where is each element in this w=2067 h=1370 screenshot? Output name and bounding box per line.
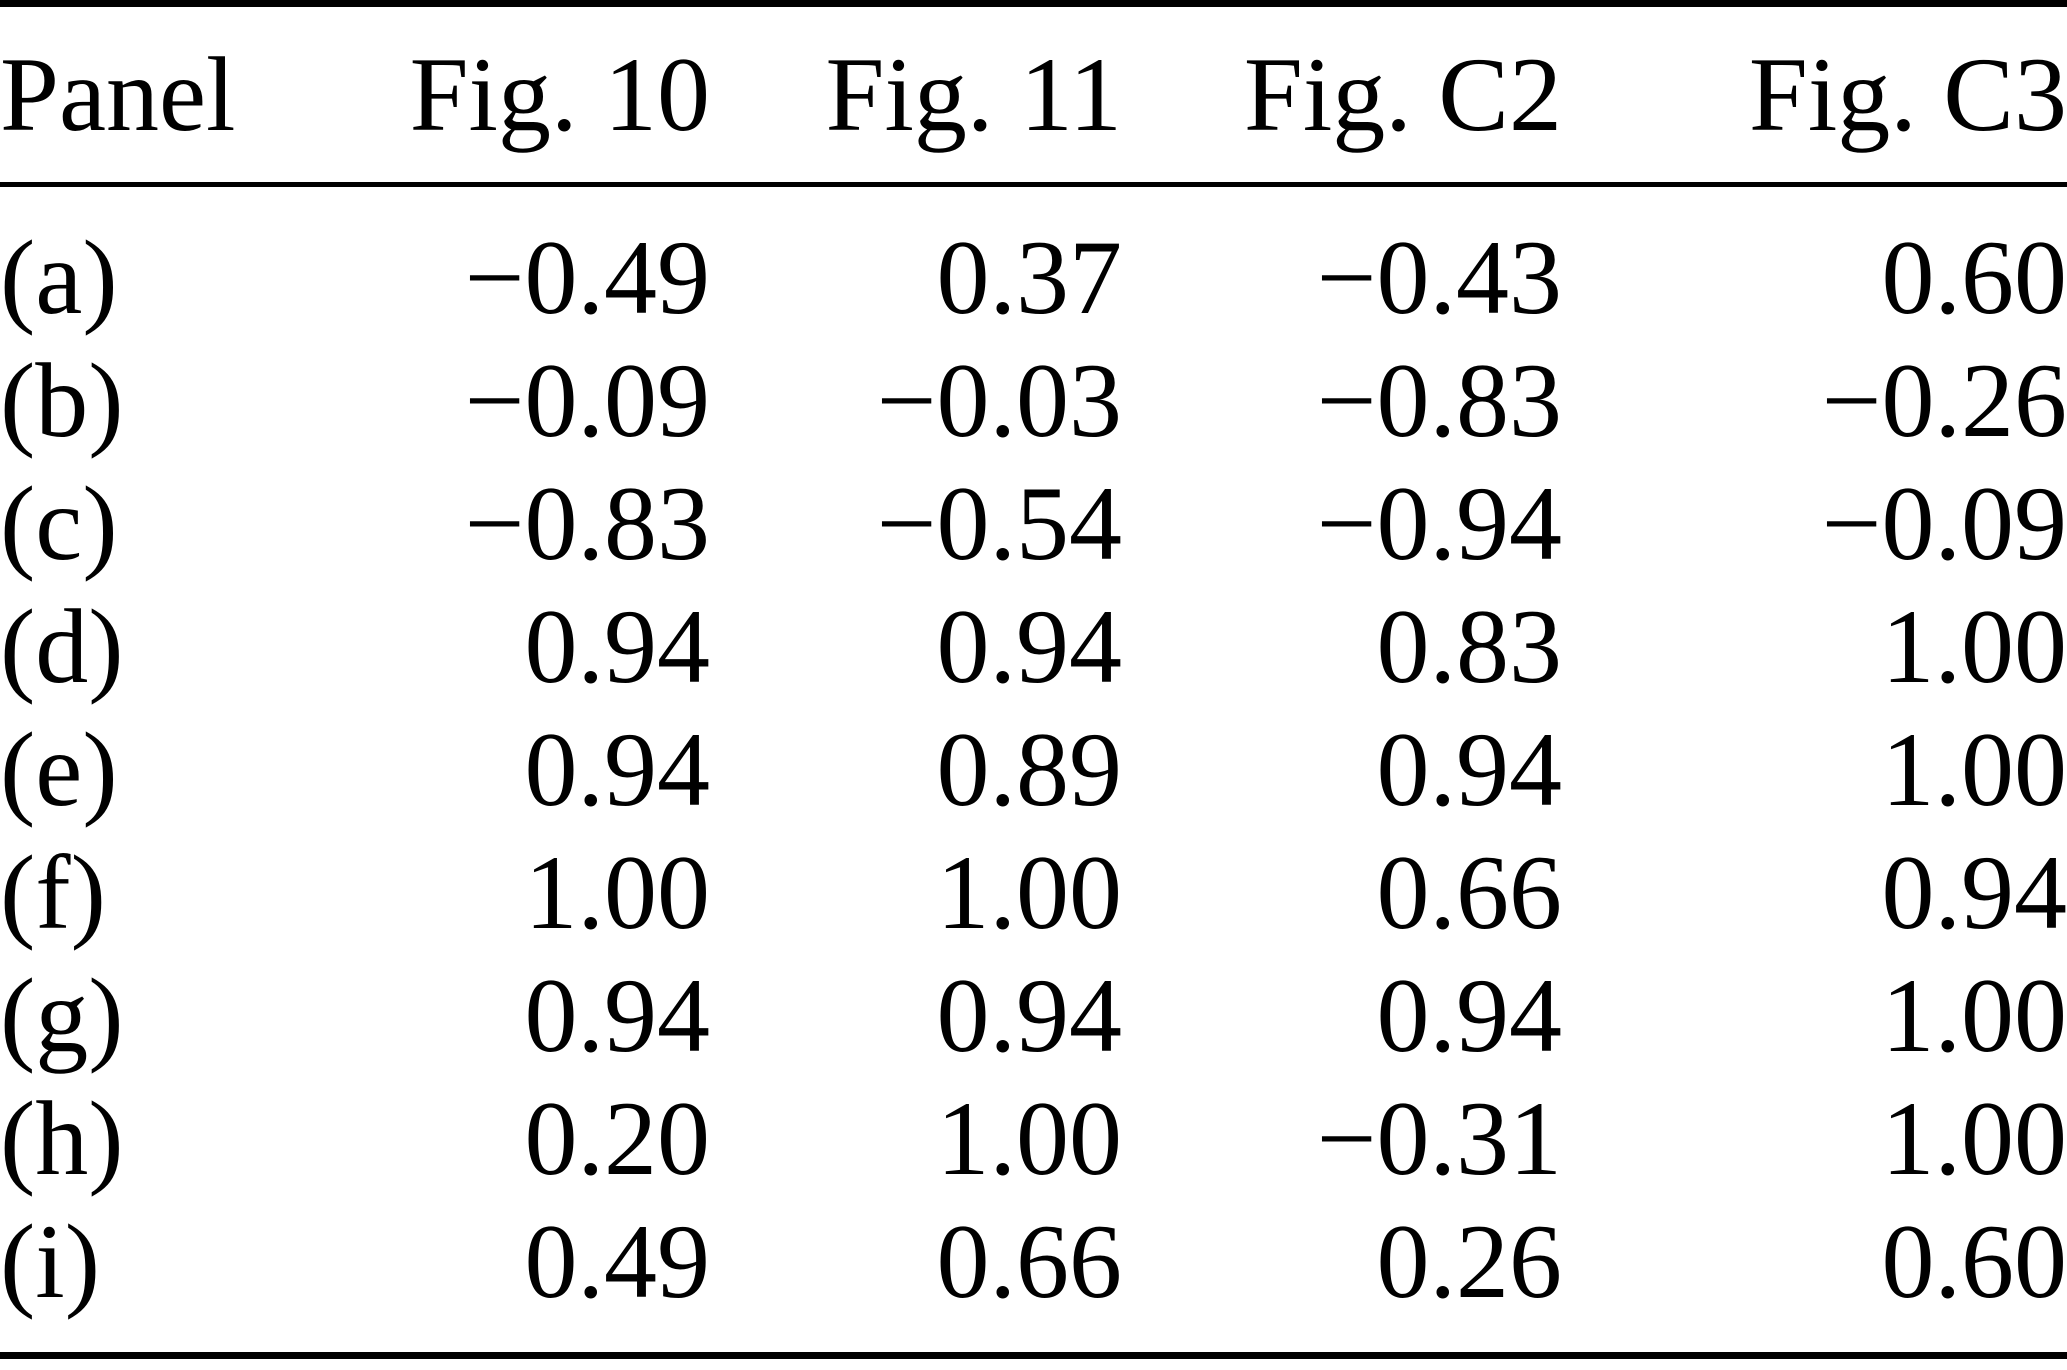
cell-value: −0.94 xyxy=(1316,465,1562,582)
cell-value: 0.83 xyxy=(1376,588,1563,705)
column-header-fig-c2: Fig. C2 xyxy=(1122,3,1562,187)
top-spacer xyxy=(0,185,2067,217)
panel-label: (g) xyxy=(0,957,124,1074)
cell-value: 0.94 xyxy=(524,588,711,705)
panel-label: (b) xyxy=(0,342,124,459)
cell-value: 0.49 xyxy=(524,1203,711,1320)
cell-value: 0.94 xyxy=(524,957,711,1074)
table-row-a: (a) −0.49 0.37 −0.43 0.60 xyxy=(0,217,2067,340)
table-row-g: (g) 0.94 0.94 0.94 1.00 xyxy=(0,955,2067,1078)
panel-label: (f) xyxy=(0,834,106,951)
cell-value: 1.00 xyxy=(936,834,1123,951)
panel-label: (d) xyxy=(0,588,124,705)
cell-value: 0.20 xyxy=(524,1080,711,1197)
cell-value: 0.94 xyxy=(1881,834,2067,951)
cell-value: 0.37 xyxy=(936,219,1123,336)
cell-value: −0.09 xyxy=(464,342,710,459)
table-row-d: (d) 0.94 0.94 0.83 1.00 xyxy=(0,586,2067,709)
cell-value: 1.00 xyxy=(524,834,711,951)
column-header-panel: Panel xyxy=(0,3,330,187)
cell-value: −0.09 xyxy=(1821,465,2067,582)
cell-value: −0.54 xyxy=(876,465,1122,582)
cell-value: 0.66 xyxy=(936,1203,1123,1320)
cell-value: 0.60 xyxy=(1881,1203,2067,1320)
cell-value: 0.66 xyxy=(1376,834,1563,951)
cell-value: 0.89 xyxy=(936,711,1123,828)
cell-value: 1.00 xyxy=(936,1080,1123,1197)
cell-value: −0.26 xyxy=(1821,342,2067,459)
panel-label: (e) xyxy=(0,711,118,828)
table-row-c: (c) −0.83 −0.54 −0.94 −0.09 xyxy=(0,463,2067,586)
column-header-fig-11: Fig. 11 xyxy=(710,3,1122,187)
cell-value: 0.94 xyxy=(936,588,1123,705)
panel-label: (c) xyxy=(0,465,118,582)
table-row-i: (i) 0.49 0.66 0.26 0.60 xyxy=(0,1201,2067,1324)
cell-value: 1.00 xyxy=(1881,711,2067,828)
cell-value: 1.00 xyxy=(1881,1080,2067,1197)
bottom-spacer xyxy=(0,1324,2067,1356)
table-row-h: (h) 0.20 1.00 −0.31 1.00 xyxy=(0,1078,2067,1201)
table-header: Panel Fig. 10 Fig. 11 Fig. C2 Fig. C3 xyxy=(0,3,2067,187)
column-header-fig-10: Fig. 10 xyxy=(330,3,710,187)
cell-value: 0.94 xyxy=(1376,711,1563,828)
cell-value: −0.83 xyxy=(464,465,710,582)
cell-value: −0.31 xyxy=(1316,1080,1562,1197)
table-row-e: (e) 0.94 0.89 0.94 1.00 xyxy=(0,709,2067,832)
cell-value: −0.43 xyxy=(1316,219,1562,336)
cell-value: 0.94 xyxy=(936,957,1123,1074)
table-body: (a) −0.49 0.37 −0.43 0.60 (b) −0.09 −0.03 −0.83−… xyxy=(0,185,2067,1356)
cell-value: 1.00 xyxy=(1881,588,2067,705)
column-header-fig-c3: Fig. C3 xyxy=(1562,3,2067,187)
panel-label: (i) xyxy=(0,1203,101,1320)
cell-value: 0.94 xyxy=(524,711,711,828)
cell-value: −0.83 xyxy=(1316,342,1562,459)
table-row-f: (f) 1.00 1.00 0.66 0.94 xyxy=(0,832,2067,955)
cell-value: 0.26 xyxy=(1376,1203,1563,1320)
cell-value: −0.03 xyxy=(876,342,1122,459)
cell-value: −0.49 xyxy=(464,219,710,336)
panel-label: (h) xyxy=(0,1080,124,1197)
cell-value: 1.00 xyxy=(1881,957,2067,1074)
cell-value: 0.94 xyxy=(1376,957,1563,1074)
cell-value: 0.60 xyxy=(1881,219,2067,336)
panel-label: (a) xyxy=(0,219,118,336)
header-row: Panel Fig. 10 Fig. 11 Fig. C2 Fig. C3 xyxy=(0,3,2067,187)
table-row-b: (b) −0.09 −0.03 −0.83 −0.26 xyxy=(0,340,2067,463)
